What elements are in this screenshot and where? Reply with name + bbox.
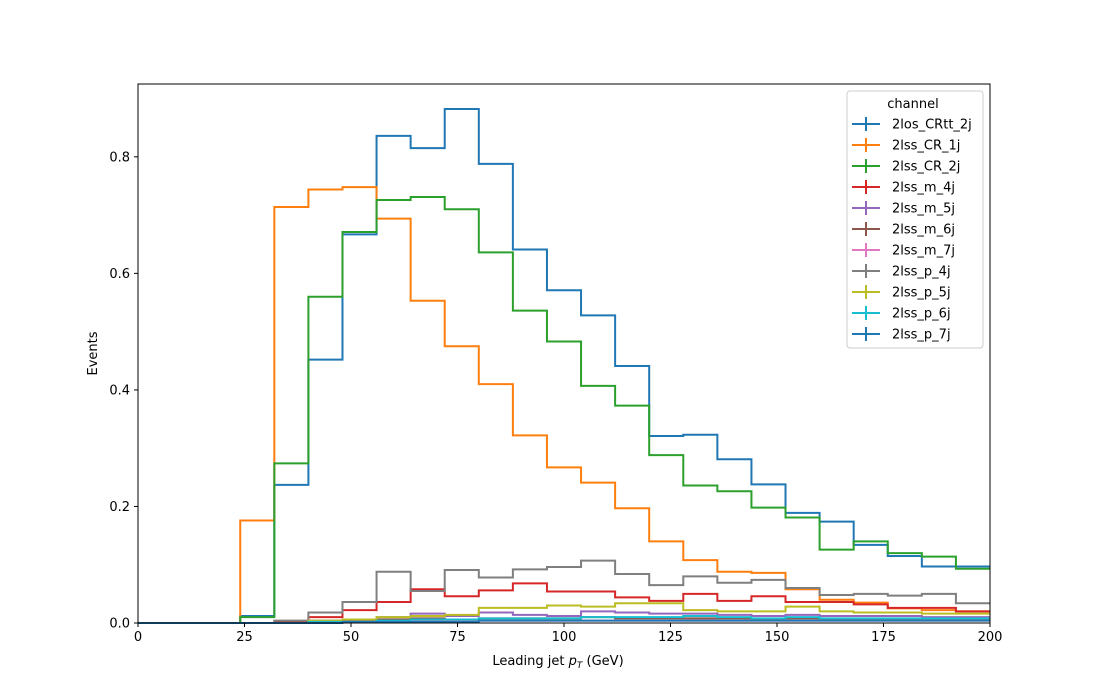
legend-label: 2lss_CR_2j [892,160,960,175]
y-axis-label: Events [86,331,101,375]
legend-entry-2lss_m_5j: 2lss_m_5j [852,201,955,217]
legend-entry-2lss_p_4j: 2lss_p_4j [852,264,951,280]
legend-box [846,90,984,349]
legend-entry-2lss_m_4j: 2lss_m_4j [852,180,955,196]
x-tick-label: 50 [343,630,360,645]
y-tick-label: 0.8 [109,150,130,165]
x-tick-label: 100 [552,630,577,645]
series-line-2lss_CR_2j [138,196,990,624]
x-tick-label: 175 [871,630,896,645]
legend-entries: 2los_CRtt_2j 2lss_CR_1j 2lss_CR_2j 2lss_m_4… [852,117,972,343]
x-tick-label: 75 [449,630,466,645]
legend: channel 2los_CRtt_2j 2lss_CR_1j 2lss_CR_2j… [846,90,984,349]
legend-entry-2lss_p_6j: 2lss_p_6j [852,306,951,322]
legend-label: 2los_CRtt_2j [892,118,972,133]
x-tick-label: 150 [765,630,790,645]
x-tick-label: 25 [236,630,253,645]
legend-entry-2lss_CR_1j: 2lss_CR_1j [852,138,960,154]
y-tick-label: 0.0 [109,617,130,632]
y-tick-label: 0.6 [109,267,130,282]
legend-label: 2lss_m_4j [892,181,955,196]
x-tick-label: 200 [978,630,1003,645]
legend-entry-2lss_m_6j: 2lss_m_6j [852,222,955,238]
series-line-2lss_m_4j [138,582,990,624]
series-line-2lss_p_4j [138,559,990,624]
series-line-2lss_CR_1j [138,186,990,624]
series-line-2lss_p_5j [138,602,990,624]
y-axis: 0.0 0.2 0.4 0.6 0.8 [109,150,138,632]
legend-label: 2lss_p_5j [892,286,951,301]
legend-label: 2lss_p_7j [892,328,951,343]
legend-label: 2lss_CR_1j [892,139,960,154]
x-tick-label: 0 [134,630,142,645]
x-tick-label: 125 [658,630,683,645]
legend-label: 2lss_m_5j [892,202,955,217]
legend-label: 2lss_m_6j [892,223,955,238]
legend-entry-2lss_p_5j: 2lss_p_5j [852,285,951,301]
legend-entry-2lss_m_7j: 2lss_m_7j [852,243,955,259]
legend-label: 2lss_p_4j [892,265,951,280]
y-tick-label: 0.2 [109,500,130,515]
legend-entry-2lss_CR_2j: 2lss_CR_2j [852,159,960,175]
legend-entry-2los_CRtt_2j: 2los_CRtt_2j [852,117,972,133]
legend-entry-2lss_p_7j: 2lss_p_7j [852,327,951,343]
y-tick-label: 0.4 [109,383,130,398]
legend-title: channel [887,97,938,112]
legend-label: 2lss_m_7j [892,244,955,259]
x-axis: 0 25 50 75 100 125 150 175 200 [134,623,1003,645]
legend-label: 2lss_p_6j [892,307,951,322]
x-axis-label: Leading jet pT (GeV) [492,654,623,671]
